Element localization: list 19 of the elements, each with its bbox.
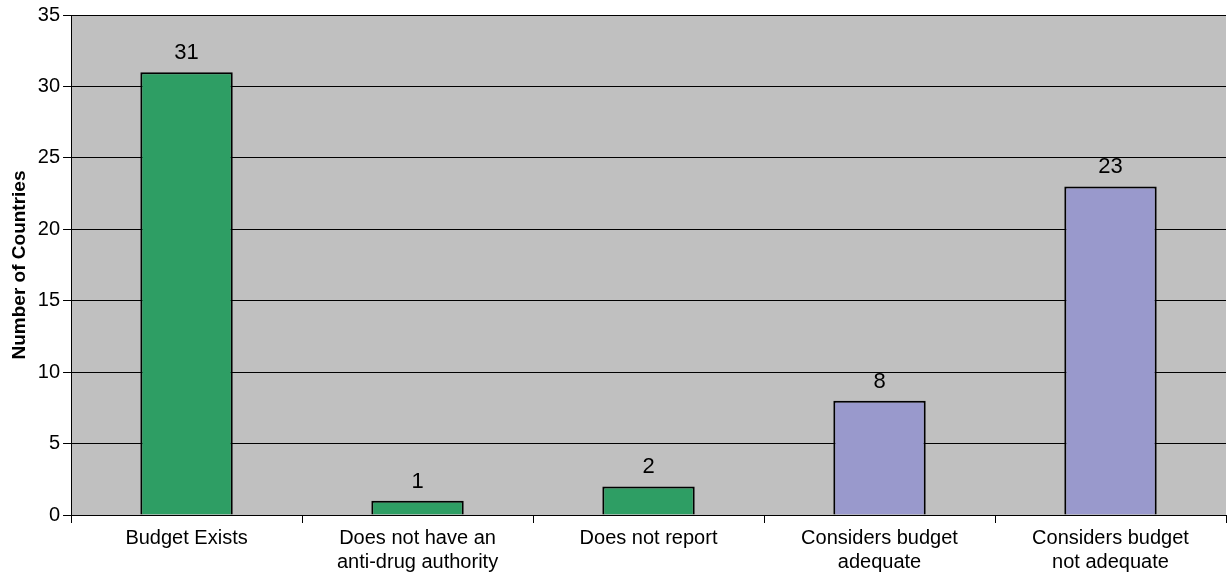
data-label: 1 xyxy=(411,467,424,493)
x-tick-label: Does not have an anti-drug authority xyxy=(336,525,499,572)
y-tick-label: 0 xyxy=(48,502,61,525)
data-label: 23 xyxy=(1098,153,1123,179)
y-tick-label: 30 xyxy=(37,73,61,96)
data-label: 2 xyxy=(642,453,655,479)
x-tick-label: Does not report xyxy=(579,525,718,548)
data-label: 8 xyxy=(873,367,886,393)
y-tick-label: 15 xyxy=(37,288,61,311)
y-tick-label: 35 xyxy=(37,2,61,25)
x-tick-label: Considers budget not adequate xyxy=(1032,525,1190,572)
y-axis-title: Number of Countries xyxy=(7,170,29,360)
y-tick-label: 10 xyxy=(37,359,61,382)
data-label: 31 xyxy=(174,39,199,65)
x-tick-label: Budget Exists xyxy=(125,525,248,548)
y-tick-label: 20 xyxy=(37,216,61,239)
x-tick-label: Considers budget adequate xyxy=(801,525,959,572)
y-tick-label: 5 xyxy=(48,431,61,454)
y-tick-label: 25 xyxy=(37,145,61,168)
